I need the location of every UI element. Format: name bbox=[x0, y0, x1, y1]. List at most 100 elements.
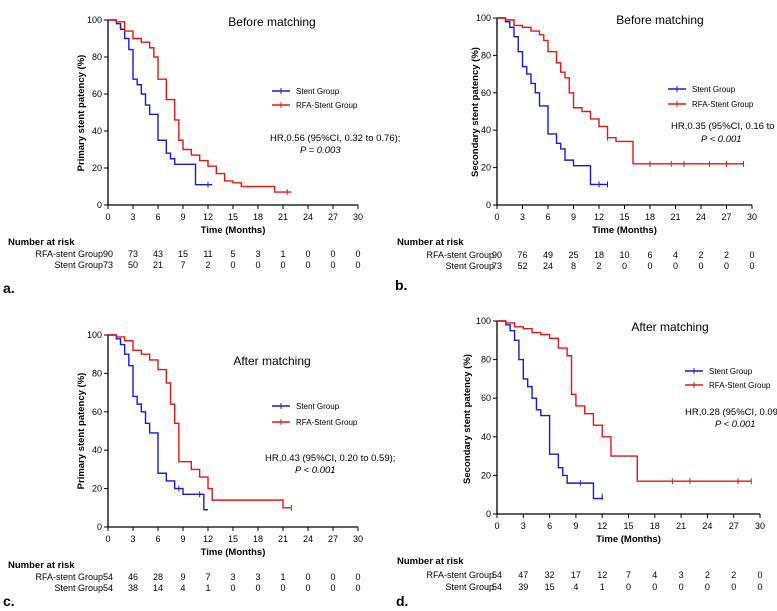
y-tick-label: 40 bbox=[481, 432, 491, 442]
hr-annotation: HR,0.43 (95%CI, 0.20 to 0.59); bbox=[265, 453, 395, 464]
x-tick-label: 15 bbox=[623, 521, 633, 531]
x-tick-label: 21 bbox=[278, 534, 288, 544]
risk-cell: 0 bbox=[255, 260, 260, 270]
y-tick-label: 40 bbox=[92, 126, 102, 136]
y-tick-label: 80 bbox=[92, 52, 102, 62]
x-axis-label: Time (Months) bbox=[592, 225, 657, 236]
chart-title: After matching bbox=[631, 320, 708, 334]
risk-cell: 0 bbox=[652, 582, 657, 592]
legend-label: Stent Group bbox=[692, 85, 736, 94]
risk-cell: 1 bbox=[600, 582, 605, 592]
risk-cell: 0 bbox=[330, 583, 335, 593]
risk-cell: 0 bbox=[355, 260, 360, 270]
risk-cell: 4 bbox=[673, 250, 678, 260]
x-tick-label: 30 bbox=[755, 521, 765, 531]
risk-cell: 14 bbox=[153, 583, 163, 593]
y-tick-label: 60 bbox=[92, 89, 102, 99]
risk-cell: 54 bbox=[492, 582, 502, 592]
x-tick-label: 6 bbox=[545, 212, 550, 222]
risk-cell: 0 bbox=[749, 261, 754, 271]
panel-label: b. bbox=[395, 277, 407, 293]
y-tick-label: 0 bbox=[486, 200, 491, 210]
chart-title: After matching bbox=[233, 354, 310, 368]
x-tick-label: 6 bbox=[155, 212, 160, 222]
risk-cell: 32 bbox=[545, 570, 555, 580]
risk-cell: 5 bbox=[230, 249, 235, 259]
km-curve-stent-group bbox=[497, 320, 603, 500]
x-tick-label: 18 bbox=[253, 212, 263, 222]
risk-cell: 0 bbox=[330, 260, 335, 270]
risk-cell: 3 bbox=[230, 572, 235, 582]
y-tick-label: 40 bbox=[92, 445, 102, 455]
y-tick-label: 80 bbox=[92, 368, 102, 378]
risk-cell: 2 bbox=[724, 250, 729, 260]
risk-row-label: RFA-stent Group bbox=[426, 250, 494, 260]
risk-cell: 0 bbox=[647, 261, 652, 271]
x-tick-label: 12 bbox=[203, 534, 213, 544]
risk-table-header: Number at risk bbox=[8, 560, 75, 571]
risk-table-header: Number at risk bbox=[397, 556, 464, 567]
risk-row-label: RFA-stent Group bbox=[35, 249, 103, 259]
risk-row-label: Stent Group bbox=[445, 582, 494, 592]
risk-cell: 4 bbox=[573, 582, 578, 592]
risk-row-label: RFA-stent Group bbox=[426, 570, 494, 580]
x-axis-label: Time (Months) bbox=[201, 225, 266, 236]
risk-cell: 0 bbox=[280, 260, 285, 270]
km-curve-rfa-stent-group bbox=[497, 17, 744, 165]
km-curve-rfa-stent-group bbox=[108, 334, 292, 509]
x-tick-label: 0 bbox=[105, 212, 110, 222]
km-curve-stent-group bbox=[497, 17, 608, 186]
x-axis-label: Time (Months) bbox=[201, 547, 266, 558]
x-tick-label: 9 bbox=[573, 521, 578, 531]
p-value: P < 0.001 bbox=[295, 465, 336, 476]
risk-cell: 4 bbox=[180, 583, 185, 593]
x-tick-label: 15 bbox=[228, 534, 238, 544]
x-tick-label: 0 bbox=[105, 534, 110, 544]
x-tick-label: 27 bbox=[721, 212, 731, 222]
x-tick-label: 6 bbox=[547, 521, 552, 531]
x-tick-label: 12 bbox=[594, 212, 604, 222]
risk-cell: 25 bbox=[568, 250, 578, 260]
risk-cell: 54 bbox=[103, 583, 113, 593]
legend-label: RFA-Stent Group bbox=[296, 418, 358, 427]
y-tick-label: 80 bbox=[481, 355, 491, 365]
risk-cell: 10 bbox=[619, 250, 629, 260]
risk-cell: 0 bbox=[330, 249, 335, 259]
risk-cell: 50 bbox=[128, 260, 138, 270]
risk-cell: 1 bbox=[280, 249, 285, 259]
y-tick-label: 60 bbox=[481, 88, 491, 98]
risk-cell: 7 bbox=[626, 570, 631, 580]
risk-cell: 0 bbox=[673, 261, 678, 271]
x-tick-label: 9 bbox=[571, 212, 576, 222]
risk-cell: 47 bbox=[518, 570, 528, 580]
risk-cell: 0 bbox=[698, 261, 703, 271]
panel-label: d. bbox=[396, 593, 408, 609]
x-tick-label: 3 bbox=[521, 521, 526, 531]
panel-label: a. bbox=[3, 280, 15, 296]
x-tick-label: 0 bbox=[494, 521, 499, 531]
risk-cell: 76 bbox=[517, 250, 527, 260]
y-tick-label: 0 bbox=[97, 200, 102, 210]
risk-cell: 0 bbox=[230, 260, 235, 270]
risk-cell: 54 bbox=[492, 570, 502, 580]
risk-cell: 7 bbox=[205, 572, 210, 582]
legend-label: RFA-Stent Group bbox=[296, 101, 358, 110]
risk-cell: 73 bbox=[128, 249, 138, 259]
risk-row-label: Stent Group bbox=[54, 260, 103, 270]
x-tick-label: 9 bbox=[180, 212, 185, 222]
x-tick-label: 6 bbox=[155, 534, 160, 544]
km-curve-rfa-stent-group bbox=[497, 320, 752, 482]
x-tick-label: 18 bbox=[253, 534, 263, 544]
risk-cell: 2 bbox=[731, 570, 736, 580]
x-tick-label: 21 bbox=[278, 212, 288, 222]
risk-cell: 4 bbox=[652, 570, 657, 580]
risk-cell: 0 bbox=[679, 582, 684, 592]
risk-cell: 46 bbox=[128, 572, 138, 582]
risk-cell: 2 bbox=[705, 570, 710, 580]
risk-cell: 0 bbox=[355, 572, 360, 582]
risk-cell: 0 bbox=[255, 583, 260, 593]
risk-cell: 0 bbox=[622, 261, 627, 271]
risk-row-label: RFA-stent Group bbox=[35, 572, 103, 582]
risk-cell: 38 bbox=[128, 583, 138, 593]
